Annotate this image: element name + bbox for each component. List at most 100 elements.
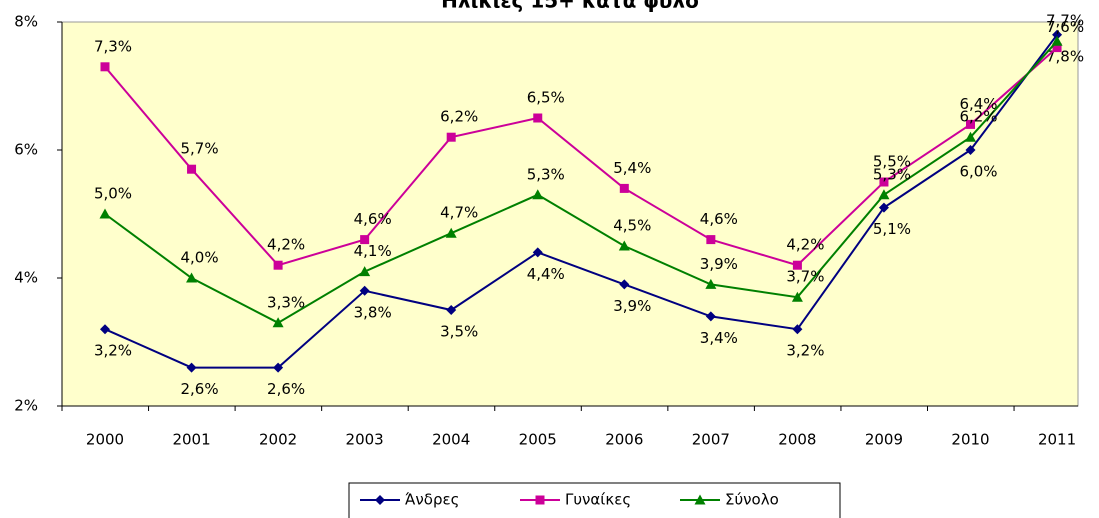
legend-label: Άνδρες (405, 491, 459, 509)
x-tick-label: 2000 (86, 431, 124, 449)
data-label: 3,9% (700, 255, 738, 273)
data-point (878, 189, 890, 200)
data-label: 4,4% (527, 265, 565, 283)
data-label: 5,3% (873, 165, 911, 183)
data-point (619, 279, 630, 290)
legend-marker (535, 495, 545, 505)
data-label: 5,7% (180, 140, 218, 158)
series-line (104, 34, 1058, 369)
data-point (618, 240, 630, 251)
data-label: 6,5% (527, 89, 565, 107)
y-tick-label: 8% (14, 13, 38, 31)
x-tick-label: 2009 (865, 431, 903, 449)
x-tick-label: 2002 (259, 431, 297, 449)
data-point (272, 317, 284, 328)
data-label: 3,4% (700, 329, 738, 347)
data-label: 7,8% (1046, 47, 1084, 65)
data-point (187, 164, 197, 174)
x-tick-label: 2008 (778, 431, 816, 449)
legend-label: Σύνολο (725, 491, 779, 509)
data-point (446, 132, 456, 142)
data-label: 5,1% (873, 220, 911, 238)
data-label: 7,6% (1046, 18, 1084, 36)
x-tick-label: 2011 (1038, 431, 1076, 449)
y-tick-label: 4% (14, 269, 38, 287)
data-label: 5,5% (873, 153, 911, 171)
x-tick-label: 2001 (172, 431, 210, 449)
data-label: 7,3% (94, 37, 132, 55)
data-label: 2,6% (267, 380, 305, 398)
y-tick-label: 6% (14, 141, 38, 159)
data-label: 5,4% (613, 159, 651, 177)
data-label: 3,3% (267, 293, 305, 311)
data-point (1052, 43, 1062, 53)
data-label: 3,5% (440, 323, 478, 341)
data-label: 3,2% (786, 342, 824, 360)
data-point (100, 324, 110, 335)
data-point (273, 260, 283, 270)
data-label: 4,6% (700, 210, 738, 228)
data-point (360, 235, 370, 245)
data-point (791, 291, 803, 302)
legend-marker (694, 494, 706, 505)
data-label: 4,2% (267, 236, 305, 254)
data-point (965, 145, 976, 155)
data-point (966, 119, 975, 129)
data-point (1052, 29, 1063, 40)
legend-label: Γυναίκες (565, 491, 631, 509)
data-point (186, 272, 198, 283)
data-point (1051, 35, 1063, 46)
x-tick-label: 2010 (951, 431, 989, 449)
x-tick-label: 2005 (519, 431, 557, 449)
data-point (879, 177, 889, 187)
data-label: 4,0% (180, 249, 218, 267)
data-point (705, 311, 716, 322)
legend-marker (375, 495, 385, 505)
data-label: 4,7% (440, 204, 478, 222)
data-point (533, 113, 543, 123)
data-point (619, 183, 629, 193)
data-point (186, 362, 197, 373)
data-point (878, 202, 889, 213)
series-line (104, 46, 1058, 267)
data-label: 3,2% (94, 342, 132, 360)
data-label: 4,1% (354, 242, 392, 260)
data-label: 6,2% (959, 108, 997, 126)
data-point (359, 266, 371, 277)
series-line (104, 40, 1058, 324)
data-label: 6,4% (959, 95, 997, 113)
data-point (706, 235, 716, 245)
data-point (532, 247, 543, 258)
data-label: 5,0% (94, 185, 132, 203)
y-tick-label: 2% (14, 397, 38, 415)
data-point (359, 285, 370, 296)
data-point (446, 305, 457, 315)
data-point (792, 324, 803, 335)
data-label: 4,6% (354, 210, 392, 228)
chart-title: Ηλικίες 15+ κατά φύλο (441, 0, 699, 13)
data-label: 6,0% (959, 163, 997, 181)
data-label: 3,8% (354, 303, 392, 321)
x-tick-label: 2003 (346, 431, 384, 449)
data-point (792, 260, 802, 270)
data-label: 2,6% (180, 380, 218, 398)
x-tick-label: 2007 (692, 431, 730, 449)
data-point (100, 62, 110, 72)
data-label: 5,3% (527, 165, 565, 183)
data-label: 7,7% (1046, 12, 1084, 30)
data-point (532, 189, 544, 200)
legend-box (348, 482, 841, 518)
data-point (965, 131, 976, 142)
data-label: 4,2% (786, 236, 824, 254)
data-label: 3,7% (786, 268, 824, 286)
data-point (273, 362, 284, 373)
data-point (705, 278, 717, 289)
x-tick-label: 2004 (432, 431, 470, 449)
data-label: 4,5% (613, 217, 651, 235)
data-label: 6,2% (440, 108, 478, 126)
data-point (445, 227, 457, 238)
data-label: 3,9% (613, 297, 651, 315)
data-point (99, 208, 111, 219)
x-tick-label: 2006 (605, 431, 643, 449)
